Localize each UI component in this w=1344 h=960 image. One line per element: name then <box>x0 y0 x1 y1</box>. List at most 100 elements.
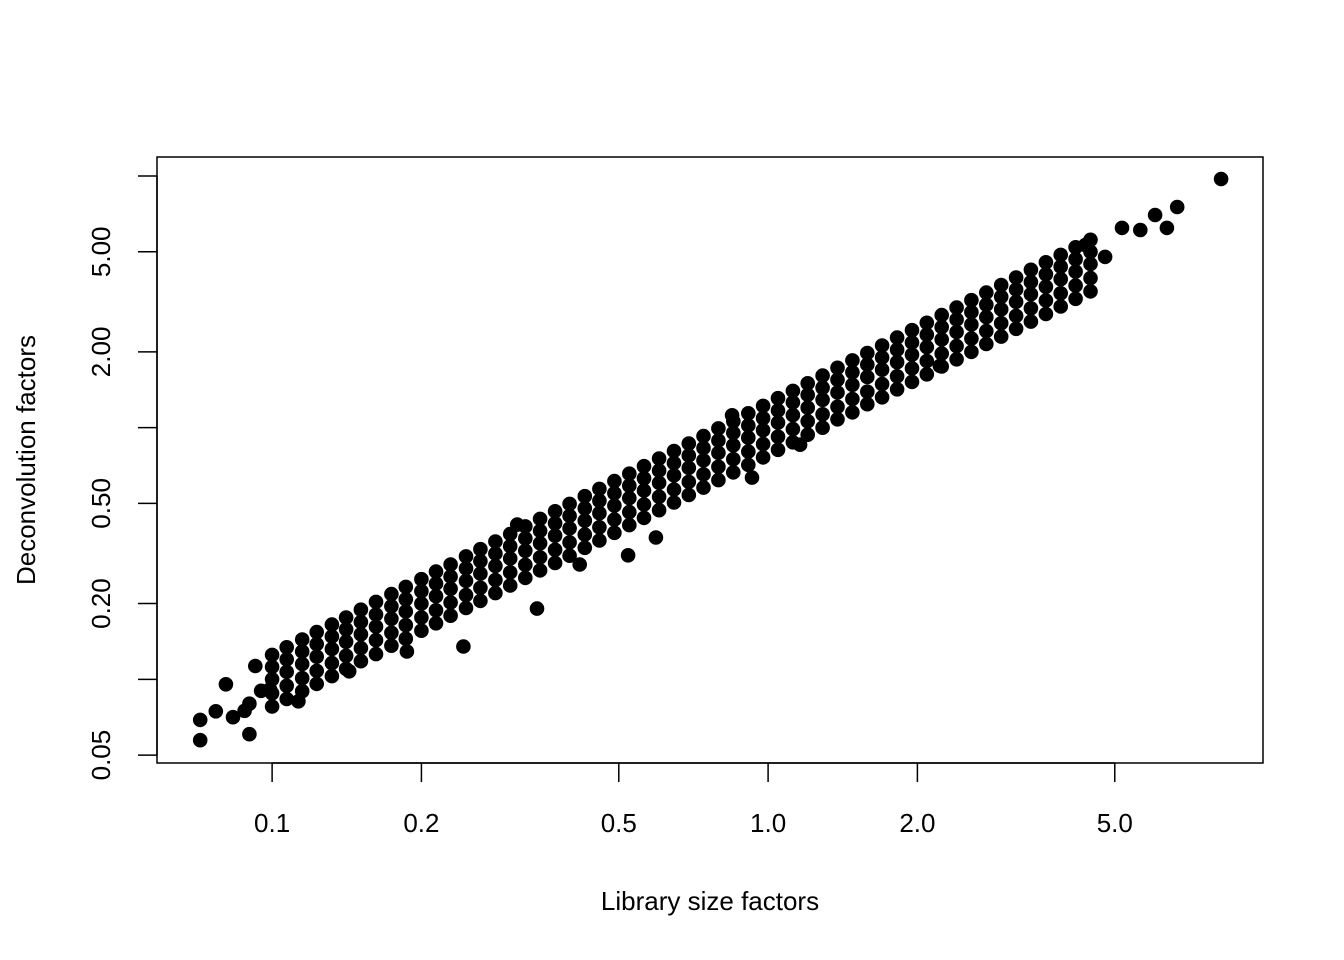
data-point <box>458 561 474 576</box>
data-point <box>830 385 845 400</box>
data-point <box>592 493 607 509</box>
y-tick-label: 0.20 <box>86 578 116 629</box>
data-point <box>622 466 637 482</box>
data-point <box>547 555 563 571</box>
data-point <box>1083 284 1098 299</box>
data-point <box>993 329 1009 344</box>
data-point <box>845 391 860 407</box>
data-point <box>744 470 760 485</box>
data-point <box>443 569 458 584</box>
data-point <box>1083 270 1098 286</box>
data-point <box>651 451 667 466</box>
data-point <box>577 488 593 504</box>
data-point <box>755 450 771 465</box>
data-point <box>1068 251 1083 267</box>
data-point <box>648 530 664 545</box>
data-point <box>309 649 325 664</box>
data-point <box>636 471 652 486</box>
data-point <box>324 641 340 657</box>
data-point <box>815 380 830 396</box>
data-point <box>577 527 593 542</box>
data-point <box>1053 259 1068 275</box>
data-point <box>785 395 801 410</box>
data-point <box>473 566 488 581</box>
data-point <box>741 406 756 421</box>
x-tick-label: 1.0 <box>750 808 786 838</box>
data-point <box>1068 264 1083 279</box>
data-point <box>488 534 503 549</box>
data-point <box>964 317 979 332</box>
data-point <box>770 429 786 445</box>
data-point <box>1078 237 1093 253</box>
data-point <box>993 277 1009 293</box>
data-point <box>800 376 815 391</box>
y-tick-label: 2.00 <box>86 327 116 378</box>
data-point <box>934 319 949 335</box>
data-point <box>324 617 340 632</box>
data-point <box>279 678 295 694</box>
data-point <box>964 292 979 308</box>
data-point <box>547 504 563 519</box>
data-point <box>398 579 414 595</box>
data-point <box>1023 314 1039 329</box>
data-point <box>681 436 697 451</box>
data-point <box>518 543 533 559</box>
data-point <box>726 451 741 467</box>
data-point <box>562 496 577 512</box>
data-point <box>458 573 474 589</box>
data-point <box>488 572 503 588</box>
data-point <box>1147 207 1163 223</box>
data-point <box>473 593 488 609</box>
data-point <box>964 304 979 320</box>
data-point <box>889 382 905 397</box>
data-point <box>949 312 964 327</box>
data-point <box>577 540 593 556</box>
data-point <box>979 285 994 300</box>
data-point <box>353 614 369 630</box>
data-point <box>398 617 414 633</box>
data-point <box>830 399 845 415</box>
data-point <box>1053 247 1068 263</box>
data-point <box>253 683 269 699</box>
data-point <box>726 438 741 453</box>
data-point <box>949 324 964 340</box>
data-point <box>368 619 384 634</box>
data-point <box>428 588 444 604</box>
data-point <box>473 553 488 569</box>
data-point <box>741 457 756 473</box>
data-point <box>711 445 726 461</box>
data-point <box>547 528 563 543</box>
data-point <box>518 557 533 573</box>
data-point <box>830 360 845 376</box>
data-point <box>860 396 875 412</box>
data-point <box>696 480 711 495</box>
data-point <box>711 459 726 475</box>
data-point <box>711 472 726 488</box>
data-point <box>592 520 607 535</box>
data-point <box>192 712 208 728</box>
data-point <box>904 361 920 376</box>
data-point <box>338 610 354 625</box>
data-point <box>979 336 994 352</box>
data-point <box>384 611 399 627</box>
data-point <box>993 302 1009 317</box>
data-point <box>696 428 711 444</box>
x-tick-label: 2.0 <box>899 808 935 838</box>
data-point <box>368 646 384 662</box>
data-point <box>1008 321 1024 337</box>
data-point <box>1008 270 1024 285</box>
data-point <box>294 632 310 647</box>
data-point <box>979 297 994 313</box>
data-point <box>622 490 637 506</box>
data-point <box>414 571 429 587</box>
data-point <box>815 368 830 383</box>
data-point <box>458 549 474 564</box>
x-axis: 0.1 0.2 0.5 1.0 2.0 5.0 <box>254 762 1133 838</box>
data-point <box>1097 249 1113 265</box>
data-point <box>279 691 295 707</box>
data-point <box>964 344 979 360</box>
data-point <box>428 603 444 618</box>
data-point <box>208 704 224 719</box>
data-point <box>607 498 622 513</box>
x-tick-label: 0.1 <box>254 808 290 838</box>
